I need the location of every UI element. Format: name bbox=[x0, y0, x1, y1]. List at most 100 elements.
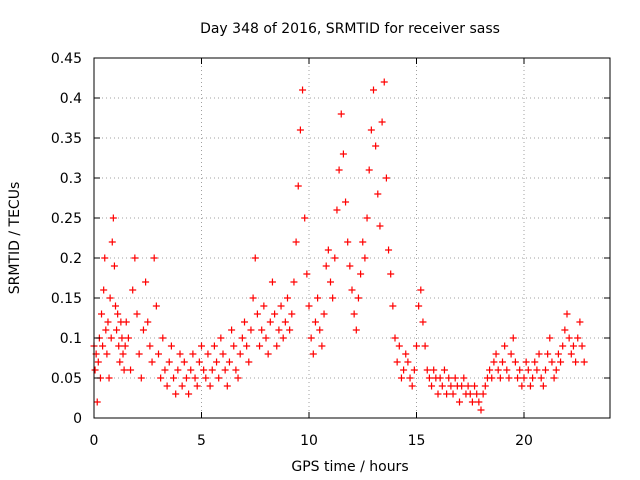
data-point bbox=[408, 382, 416, 390]
data-point bbox=[116, 358, 124, 366]
data-point bbox=[113, 326, 121, 334]
data-point bbox=[331, 254, 339, 262]
data-point bbox=[466, 390, 474, 398]
data-point bbox=[316, 326, 324, 334]
data-point bbox=[176, 350, 184, 358]
data-point bbox=[413, 342, 420, 350]
data-point bbox=[471, 382, 479, 390]
data-point bbox=[99, 342, 107, 350]
data-point bbox=[262, 334, 270, 342]
data-point bbox=[102, 326, 110, 334]
y-axis-label: SRMTID / TECUs bbox=[7, 182, 23, 295]
data-point bbox=[165, 358, 173, 366]
data-point bbox=[415, 302, 423, 310]
data-point bbox=[342, 198, 350, 206]
data-point bbox=[251, 254, 259, 262]
data-point bbox=[144, 318, 152, 326]
data-point bbox=[526, 382, 534, 390]
data-point bbox=[419, 318, 427, 326]
data-point bbox=[578, 342, 586, 350]
data-point bbox=[253, 310, 261, 318]
data-point bbox=[550, 374, 558, 382]
data-point bbox=[234, 374, 242, 382]
data-point bbox=[273, 342, 281, 350]
data-point bbox=[449, 390, 457, 398]
data-point bbox=[155, 350, 162, 358]
data-point bbox=[286, 326, 294, 334]
data-point bbox=[258, 326, 266, 334]
data-point bbox=[335, 166, 343, 174]
data-point bbox=[391, 334, 399, 342]
data-point bbox=[182, 374, 190, 382]
data-point bbox=[202, 374, 210, 382]
data-point bbox=[281, 318, 289, 326]
y-tick-label: 0.3 bbox=[60, 171, 82, 187]
data-point bbox=[208, 366, 216, 374]
data-point bbox=[501, 342, 509, 350]
data-point bbox=[118, 334, 126, 342]
data-point bbox=[236, 350, 244, 358]
data-point bbox=[288, 310, 296, 318]
data-point bbox=[372, 142, 380, 150]
data-point bbox=[180, 358, 188, 366]
data-point bbox=[225, 358, 233, 366]
data-point bbox=[167, 342, 175, 350]
data-point bbox=[333, 206, 341, 214]
data-point bbox=[305, 302, 313, 310]
data-point bbox=[400, 366, 408, 374]
data-point bbox=[494, 366, 502, 374]
data-point bbox=[344, 238, 352, 246]
data-point bbox=[163, 382, 171, 390]
data-point bbox=[137, 374, 145, 382]
data-point bbox=[580, 358, 588, 366]
data-point bbox=[200, 366, 208, 374]
data-point bbox=[531, 358, 539, 366]
data-point bbox=[104, 318, 112, 326]
data-point bbox=[445, 374, 453, 382]
data-point bbox=[324, 246, 332, 254]
data-point bbox=[268, 278, 276, 286]
data-point bbox=[490, 358, 498, 366]
data-point bbox=[146, 342, 154, 350]
data-point bbox=[296, 126, 304, 134]
data-point bbox=[397, 374, 405, 382]
data-point bbox=[135, 350, 143, 358]
data-point bbox=[486, 366, 494, 374]
data-point bbox=[185, 390, 193, 398]
data-point bbox=[488, 374, 496, 382]
data-point bbox=[139, 326, 147, 334]
y-tick-label: 0.05 bbox=[51, 371, 82, 387]
data-point bbox=[290, 278, 298, 286]
x-tick-label: 20 bbox=[515, 433, 533, 449]
data-point bbox=[91, 366, 99, 374]
data-point bbox=[217, 334, 225, 342]
data-point bbox=[557, 358, 565, 366]
data-point bbox=[507, 350, 515, 358]
data-point bbox=[264, 350, 272, 358]
data-point bbox=[423, 366, 431, 374]
data-point bbox=[346, 262, 354, 270]
data-point bbox=[509, 334, 517, 342]
data-point bbox=[93, 398, 101, 406]
data-point bbox=[275, 326, 283, 334]
data-point bbox=[301, 214, 309, 222]
x-axis-label: GPS time / hours bbox=[291, 459, 408, 475]
data-point bbox=[228, 326, 236, 334]
data-point bbox=[436, 374, 444, 382]
data-point bbox=[406, 374, 414, 382]
data-point bbox=[357, 270, 365, 278]
points-layer bbox=[90, 78, 588, 414]
data-point bbox=[387, 270, 395, 278]
data-point bbox=[546, 334, 554, 342]
data-point bbox=[215, 374, 223, 382]
data-point bbox=[245, 358, 253, 366]
data-point bbox=[548, 358, 556, 366]
data-point bbox=[404, 358, 412, 366]
data-point bbox=[174, 366, 182, 374]
data-point bbox=[389, 302, 397, 310]
data-point bbox=[327, 278, 334, 286]
data-point bbox=[352, 326, 360, 334]
data-point bbox=[350, 310, 358, 318]
data-point bbox=[249, 294, 257, 302]
data-point bbox=[477, 406, 485, 414]
